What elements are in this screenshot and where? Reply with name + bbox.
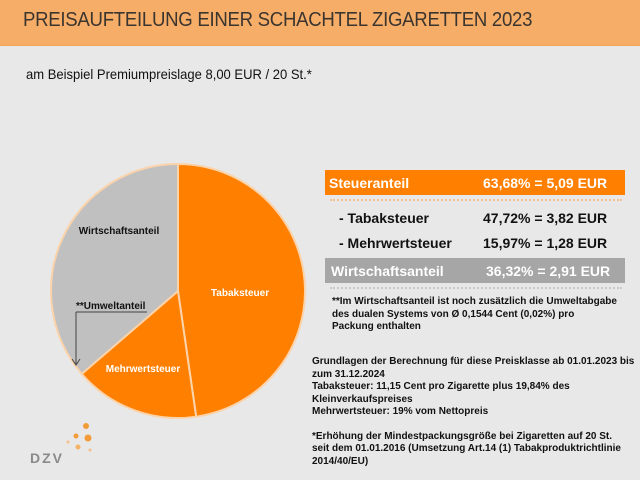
note-line: Packung enthalten: [332, 321, 421, 332]
row-value: 47,72% = 3,82 EUR: [483, 210, 608, 226]
steueranteil-value: 63,68% = 5,09 EUR: [483, 175, 608, 191]
row-mehrwertsteuer: - Mehrwertsteuer 15,97% = 1,28 EUR: [325, 230, 625, 252]
row-label: - Mehrwertsteuer: [339, 235, 452, 251]
pie-label: Mehrwertsteuer: [106, 364, 181, 375]
subtitle: am Beispiel Premiumpreislage 8,00 EUR / …: [26, 66, 312, 82]
pie-chart: Tabaksteuer Mehrwertsteuer Wirtschaftsante…: [50, 162, 306, 419]
wirtschaftsanteil-value: 36,32% = 2,91 EUR: [486, 263, 611, 279]
divider: [330, 199, 622, 201]
umwelt-annotation: **Umweltanteil: [76, 301, 146, 312]
pie-label: Tabaksteuer: [211, 288, 269, 299]
logo-dots-icon: [66, 423, 92, 452]
note-line: **Im Wirtschaftsanteil ist noch zusätzli…: [332, 296, 617, 307]
note-line: Mehrwertsteuer: 19% vom Nettopreis: [312, 406, 489, 417]
logo-text: DZV: [30, 450, 64, 466]
calculation-notes: Grundlagen der Berechnung für diese Prei…: [312, 356, 634, 468]
note-line: 2014/40/EU): [312, 455, 369, 467]
steueranteil-bar: Steueranteil 63,68% = 5,09 EUR: [325, 170, 625, 195]
row-label: - Tabaksteuer: [339, 210, 429, 226]
pie-slice-tabaksteuer: [177, 162, 306, 418]
note-line: zum 31.12.2024: [312, 368, 385, 380]
umwelt-arrow: [71, 311, 147, 366]
divider: [330, 287, 622, 289]
steueranteil-label: Steueranteil: [329, 175, 410, 191]
note-line: *Erhöhung der Mindestpackungsgröße bei Z…: [312, 430, 613, 442]
pie-slice-mehrwertsteuer: [80, 289, 198, 419]
row-tabaksteuer: - Tabaksteuer 47,72% = 3,82 EUR: [325, 205, 625, 227]
pie-label: Wirtschaftsanteil: [79, 226, 160, 237]
note-line: Grundlagen der Berechnung für diese Prei…: [312, 356, 635, 367]
footnote-umwelt: **Im Wirtschaftsanteil ist noch zusätzli…: [332, 296, 617, 334]
header-bar: PREISAUFTEILUNG EINER SCHACHTEL ZIGARETT…: [0, 0, 640, 46]
dzv-logo: DZV: [30, 423, 92, 466]
wirtschaftsanteil-label: Wirtschaftsanteil: [331, 263, 444, 279]
note-line: Kleinverkaufspreises: [312, 393, 413, 405]
note-line: des dualen Systems von Ø 0,1544 Cent (0,…: [332, 308, 575, 320]
note-line: seit dem 01.01.2016 (Umsetzung Art.14 (1…: [312, 443, 621, 454]
note-line: Tabaksteuer: 11,15 Cent pro Zigarette pl…: [312, 381, 570, 392]
pie-slice-wirtschaftsanteil: [50, 162, 179, 376]
page-title: PREISAUFTEILUNG EINER SCHACHTEL ZIGARETT…: [23, 9, 533, 31]
row-value: 15,97% = 1,28 EUR: [483, 235, 608, 251]
wirtschaftsanteil-bar: Wirtschaftsanteil 36,32% = 2,91 EUR: [325, 258, 625, 283]
